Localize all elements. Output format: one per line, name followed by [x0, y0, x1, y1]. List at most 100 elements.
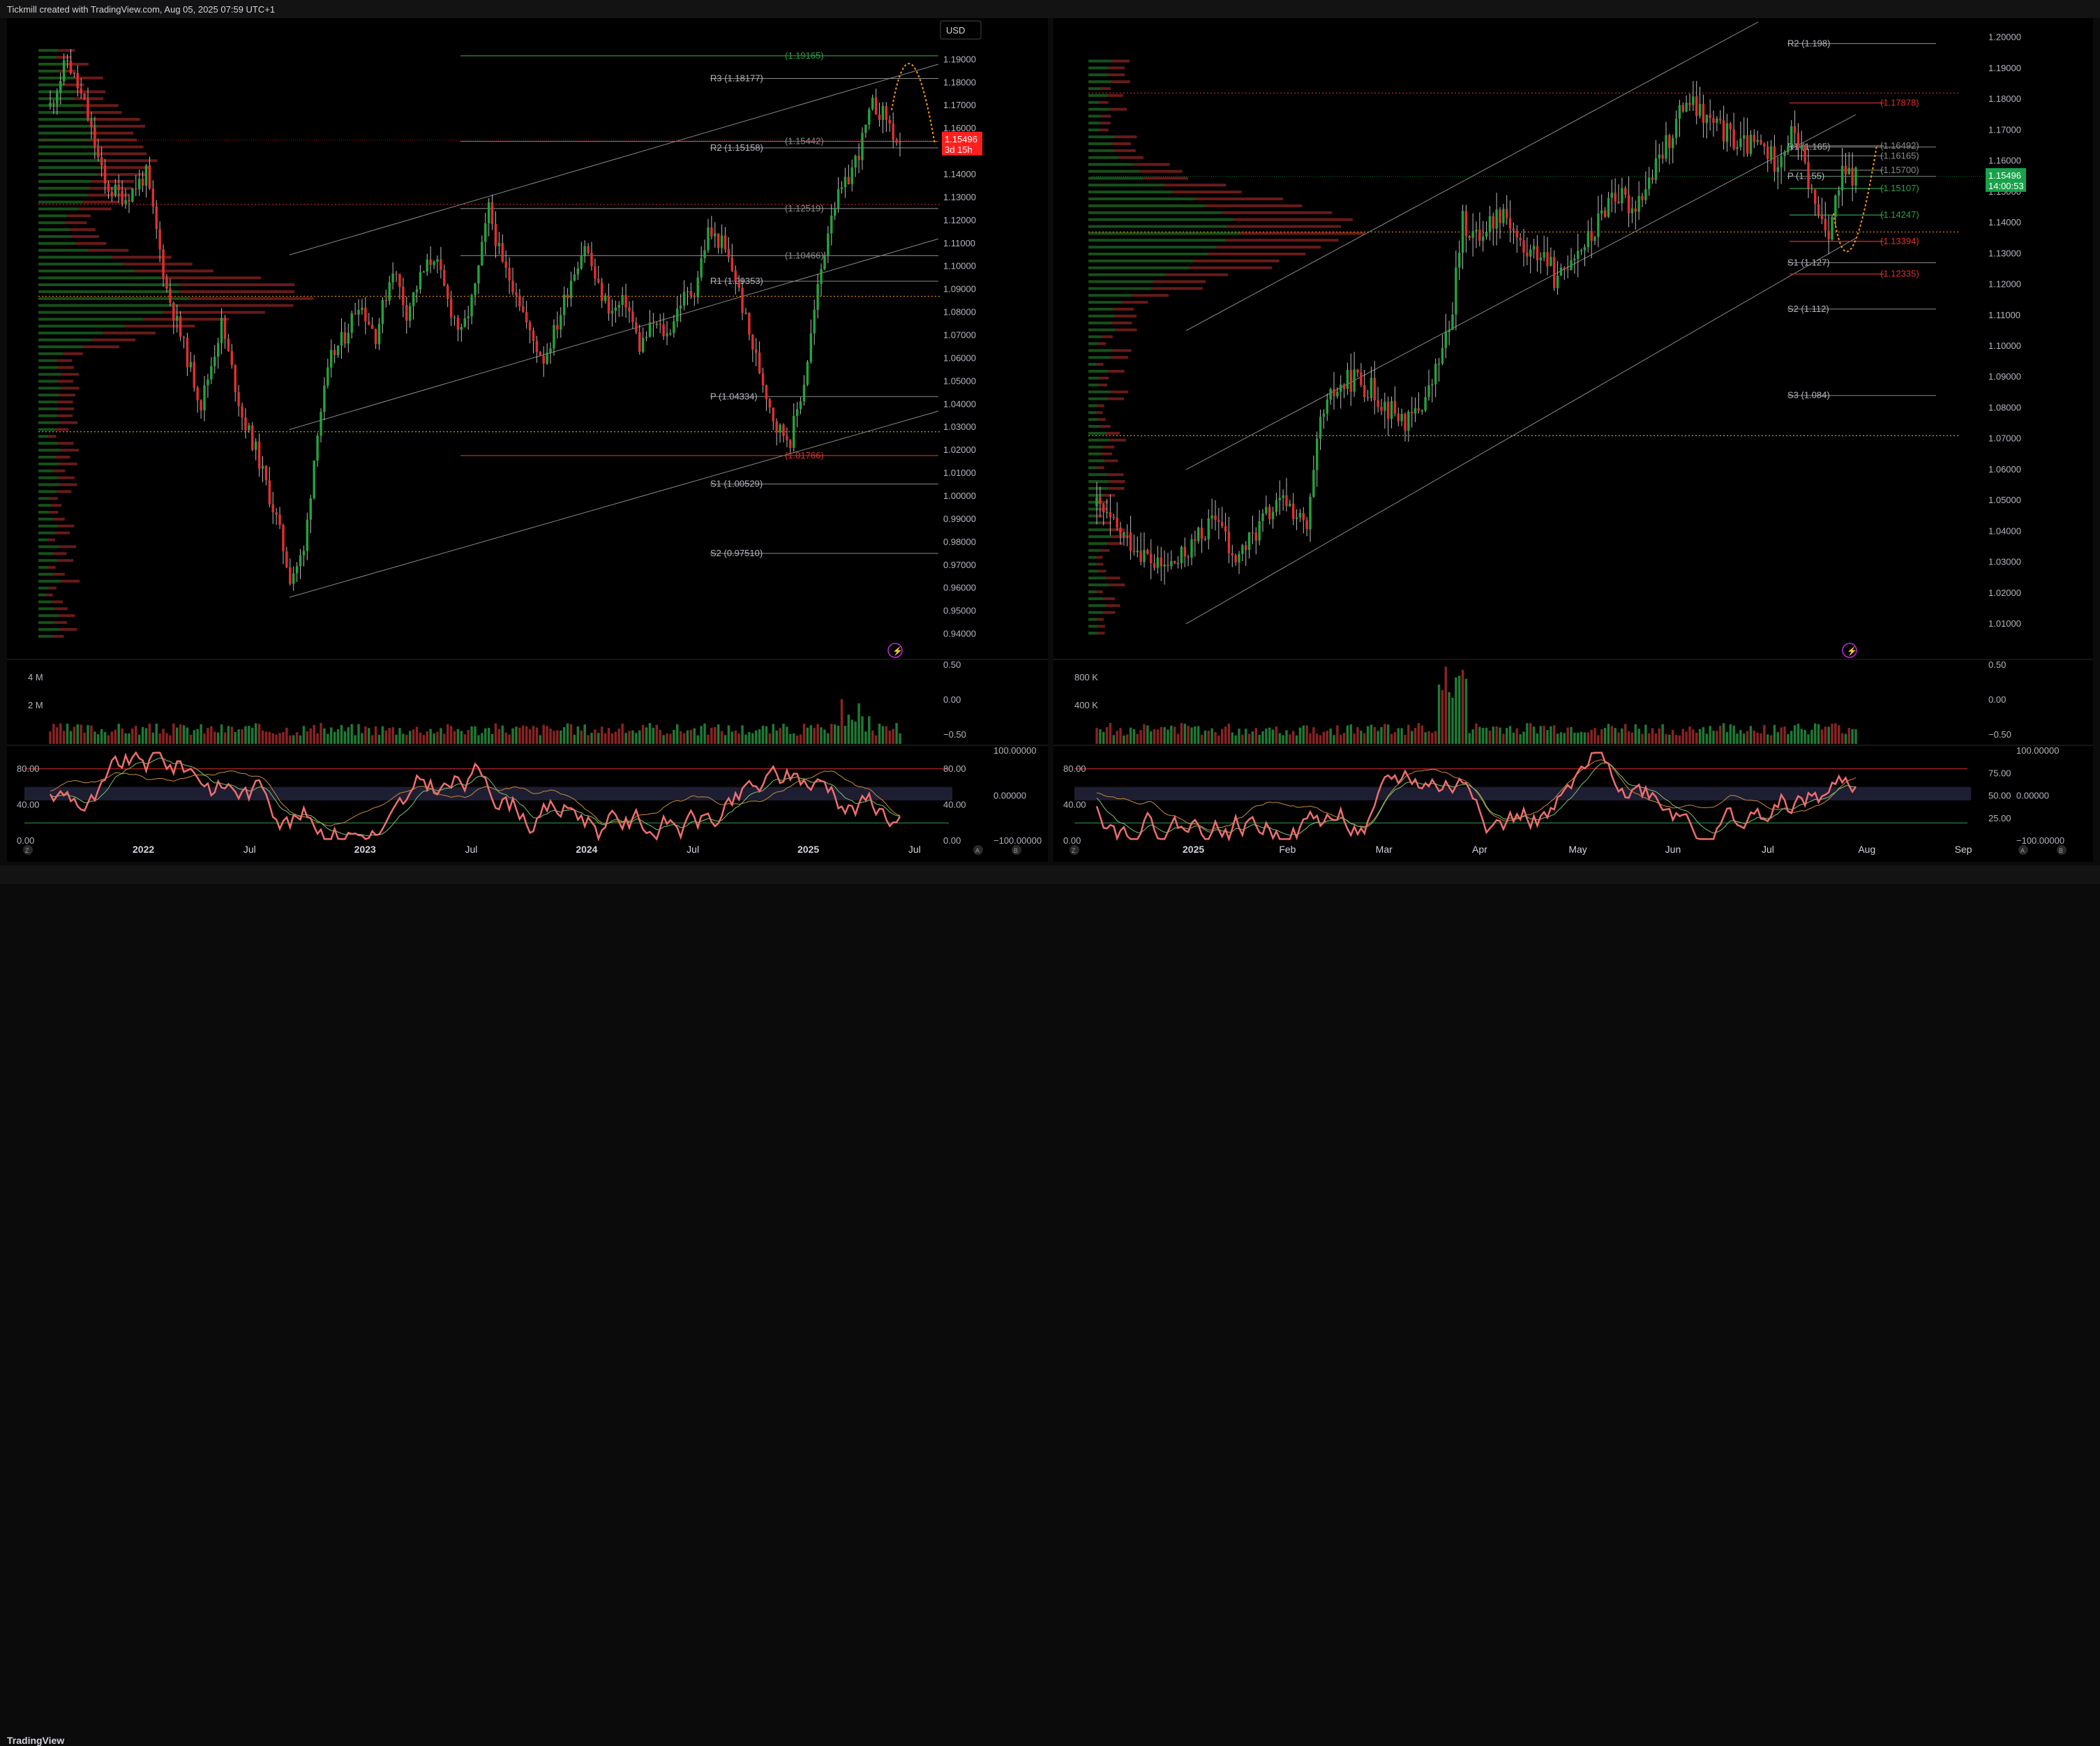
- y-tick-label: 0.97000: [943, 560, 976, 570]
- volume-bar: [1292, 731, 1295, 744]
- volume-profile-sell: [1096, 555, 1103, 559]
- volume-bar: [1471, 729, 1474, 744]
- level-label: (1.16492): [1880, 140, 1919, 151]
- volume-bar: [69, 731, 73, 744]
- volume-profile-buy: [1088, 562, 1097, 566]
- candle-body: [237, 392, 240, 406]
- candle-body: [676, 308, 679, 322]
- candle-body: [553, 324, 555, 349]
- volume-bar: [1322, 731, 1326, 744]
- volume-bar: [1536, 733, 1539, 744]
- y-tick-label: 1.20000: [1988, 32, 2021, 43]
- volume-profile-sell: [1108, 66, 1125, 70]
- volume-bar: [440, 728, 442, 744]
- oscillator-right-tick-b: 0.00: [943, 835, 961, 846]
- candle-body: [374, 329, 377, 345]
- volume-profile-sell: [66, 62, 89, 66]
- candle-body: [377, 324, 381, 345]
- volume-profile-sell: [1097, 342, 1107, 345]
- volume-bar: [1468, 733, 1471, 744]
- candle-body: [532, 330, 535, 341]
- volume-bar: [603, 733, 607, 744]
- volume-profile-buy: [1088, 73, 1109, 77]
- volume-profile-buy: [1088, 107, 1110, 111]
- volume-profile-sell: [82, 200, 119, 204]
- volume-bar: [467, 730, 470, 744]
- candle-body: [292, 573, 295, 584]
- volume-bar: [569, 724, 573, 744]
- candle-body: [241, 405, 243, 418]
- y-tick-label: 1.10000: [1988, 341, 2021, 351]
- volume-profile-sell: [1097, 632, 1105, 635]
- volume-bar: [151, 732, 155, 744]
- volume-bar: [1183, 724, 1186, 744]
- y-tick-label: 1.07000: [943, 330, 976, 341]
- volume-bar: [1577, 732, 1580, 744]
- candle-body: [114, 184, 117, 195]
- candle-body: [299, 555, 302, 567]
- volume-bar: [124, 733, 127, 744]
- volume-bar: [1634, 724, 1637, 744]
- volume-profile-buy: [1088, 473, 1108, 477]
- volume-bar: [793, 733, 795, 744]
- volume-profile-sell: [1096, 411, 1103, 415]
- volume-profile-buy: [1088, 493, 1104, 497]
- volume-bar: [1102, 731, 1105, 744]
- candle-body: [717, 233, 720, 248]
- candle-body: [1760, 140, 1762, 144]
- volume-bar: [76, 724, 80, 744]
- volume-bar: [474, 726, 477, 744]
- volume-bar: [137, 734, 141, 744]
- candle-body: [1238, 553, 1240, 562]
- candle-body: [309, 498, 312, 520]
- pivot-label: R2 (1.15158): [710, 142, 763, 153]
- volume-profile-buy: [38, 586, 49, 590]
- volume-profile-sell: [1189, 266, 1273, 269]
- candle-body: [1387, 401, 1390, 419]
- chart-panel-right[interactable]: 1.200001.190001.180001.170001.160001.150…: [1053, 18, 2093, 862]
- candle-body: [710, 227, 713, 237]
- volume-bar: [1173, 726, 1176, 744]
- candle-body: [871, 97, 874, 110]
- volume-bar: [1810, 729, 1813, 744]
- candle-body: [525, 311, 528, 322]
- volume-profile-sell: [1108, 73, 1125, 77]
- volume-profile-sell: [1114, 149, 1136, 152]
- candle-body: [1526, 253, 1529, 257]
- candle-body: [515, 292, 518, 296]
- trend-channel-mid: [289, 238, 939, 430]
- charts-canvas[interactable]: 1.200001.190001.180001.170001.160001.150…: [0, 0, 2100, 865]
- volume-profile-buy: [38, 56, 57, 59]
- volume-bar: [388, 728, 391, 744]
- candle-body: [504, 262, 507, 268]
- candle-body: [1112, 517, 1115, 518]
- candle-body: [744, 313, 747, 314]
- candle-body: [847, 177, 850, 184]
- volume-profile-buy: [1088, 218, 1234, 221]
- volume-profile-buy: [1088, 356, 1111, 359]
- volume-profile-buy: [38, 414, 57, 417]
- volume-profile-sell: [58, 614, 75, 618]
- volume-profile-sell: [57, 400, 73, 403]
- candle-body: [662, 324, 665, 336]
- volume-bar: [169, 735, 172, 744]
- chart-panel-left[interactable]: 1.200001.190001.180001.170001.160001.150…: [7, 18, 1048, 862]
- volume-bar: [49, 731, 52, 744]
- volume-profile-sell: [1133, 163, 1170, 166]
- volume-profile-buy: [38, 490, 57, 493]
- volume-profile-buy: [1088, 479, 1109, 483]
- candle-body: [1793, 126, 1797, 133]
- volume-bar: [1807, 734, 1810, 744]
- candle-body: [460, 327, 463, 330]
- volume-profile-sell: [189, 297, 314, 300]
- candle-body: [1105, 512, 1109, 514]
- volume-bar: [1302, 725, 1305, 744]
- volume-bar: [368, 728, 370, 744]
- volume-bar: [1512, 732, 1515, 744]
- candle-body: [1681, 105, 1684, 112]
- volume-bar: [1441, 689, 1444, 744]
- volume-bar: [275, 734, 278, 744]
- volume-profile-sell: [1097, 466, 1104, 470]
- candle-body: [878, 114, 881, 120]
- volume-profile-sell: [82, 104, 119, 107]
